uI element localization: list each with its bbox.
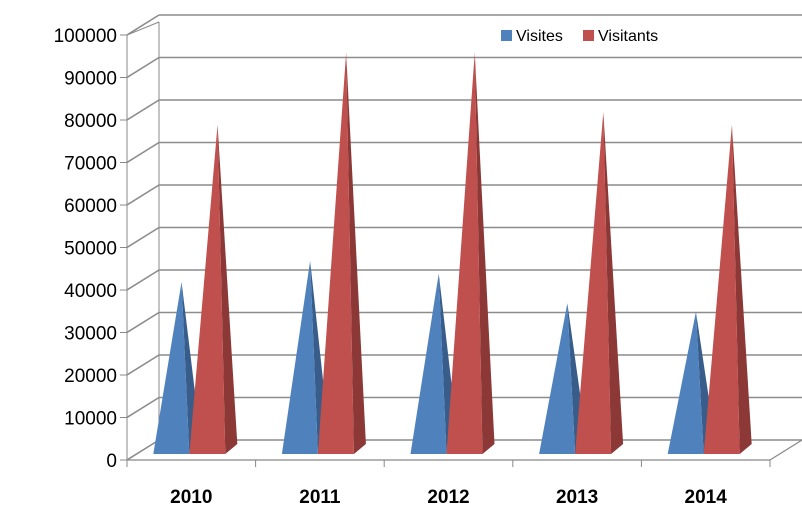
y-tick-label: 10000 <box>64 409 117 430</box>
pyramid-front-face <box>539 303 576 454</box>
pyramid-visitants-2012 <box>446 52 495 454</box>
y-tick-label: 80000 <box>64 111 117 132</box>
chart-walls <box>126 21 160 460</box>
pyramid-side-face <box>731 124 752 454</box>
pyramid-front-face <box>446 52 483 454</box>
y-tick-label: 50000 <box>64 239 117 260</box>
side-gridline <box>126 56 160 79</box>
side-gridline <box>126 269 160 291</box>
pyramid-visitants-2013 <box>575 112 624 454</box>
legend-item-visites: Visites <box>501 28 563 45</box>
pyramid-front-face <box>281 260 318 454</box>
y-tick-label: 90000 <box>64 69 117 90</box>
category-label: 2010 <box>170 487 212 508</box>
side-gridline <box>126 439 160 461</box>
pyramid-front-face <box>575 112 612 454</box>
y-tick-label: 70000 <box>64 154 117 175</box>
y-tick-label: 60000 <box>64 196 117 217</box>
category-label: 2013 <box>556 487 598 508</box>
pyramid-front-face <box>703 124 740 454</box>
side-gridline <box>126 141 160 164</box>
pyramid-front-face <box>667 311 704 454</box>
legend-swatch <box>501 30 512 41</box>
side-gridline <box>126 14 160 36</box>
legend-item-visitants: Visitants <box>583 28 658 45</box>
y-tick-label: 20000 <box>64 366 117 387</box>
y-tick-label: 100000 <box>54 26 117 47</box>
y-axis-ticks: 0 10000 20000 30000 40000 50000 60000 70000 8000… <box>54 26 127 472</box>
pyramid-front-face <box>410 273 447 454</box>
side-gridline <box>126 226 160 249</box>
side-gridline <box>126 99 160 121</box>
floor-right-edge <box>769 439 802 461</box>
category-label: 2012 <box>427 487 469 508</box>
category-label: 2011 <box>299 487 341 508</box>
y-tick-label: 0 <box>106 451 117 472</box>
legend-swatch <box>583 30 594 41</box>
y-tick-label: 40000 <box>64 281 117 302</box>
legend-label: Visitants <box>598 28 658 45</box>
pyramid-visitants-2011 <box>317 52 366 454</box>
pyramid-side-face <box>217 124 238 454</box>
side-gridline <box>126 184 160 206</box>
pyramid-side-face <box>603 112 624 454</box>
pyramid-marks <box>153 52 752 454</box>
pyramid-side-face <box>346 52 366 454</box>
side-gridline <box>126 311 160 334</box>
pyramid-visitants-2014 <box>703 124 752 454</box>
y-tick-label: 30000 <box>64 324 117 345</box>
legend-label: Visites <box>516 28 563 45</box>
category-labels: 2010 2011 2012 2013 2014 <box>170 487 727 508</box>
left-wall-top-edge <box>126 21 160 36</box>
side-gridline <box>126 396 160 419</box>
pyramid-side-face <box>474 52 495 454</box>
pyramid-visitants-2010 <box>189 124 238 454</box>
pyramid-front-face <box>189 124 226 454</box>
x-axis <box>126 439 802 467</box>
side-gridline <box>126 354 160 376</box>
pyramid-front-face <box>153 282 190 454</box>
category-label: 2014 <box>685 487 728 508</box>
legend: Visites Visitants <box>501 28 658 45</box>
pyramid-front-face <box>317 52 354 454</box>
